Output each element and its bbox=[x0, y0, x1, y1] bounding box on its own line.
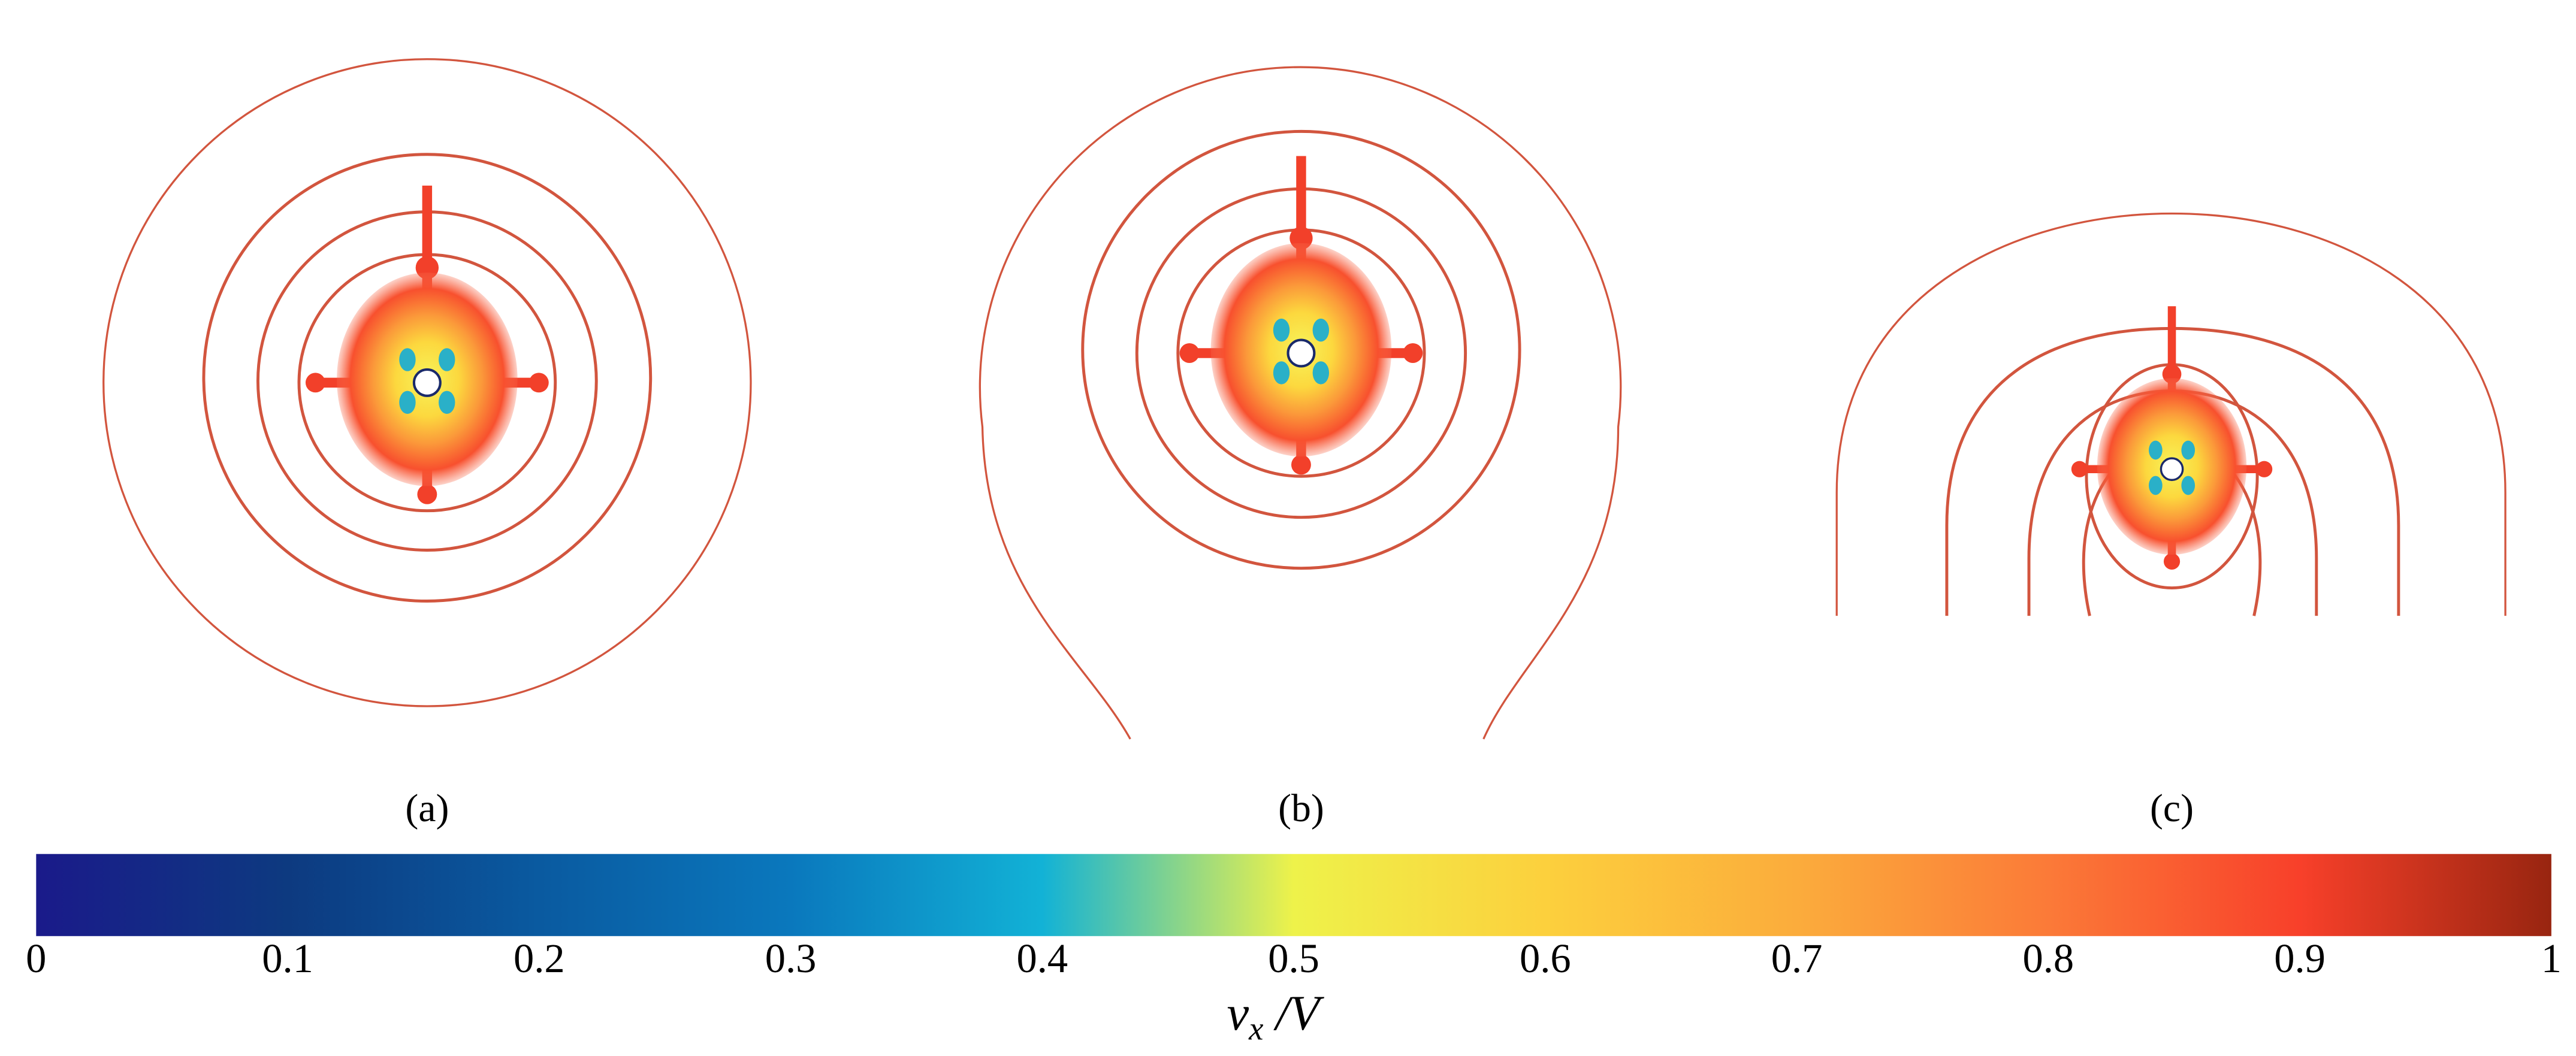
panel-label: (c) bbox=[2150, 786, 2194, 830]
panel-a bbox=[102, 58, 752, 707]
axis-label: vx /V bbox=[1227, 986, 1325, 1046]
panel-label: (a) bbox=[405, 786, 449, 830]
tick-label: 0.2 bbox=[514, 936, 565, 981]
tick-label: 0.1 bbox=[262, 936, 313, 981]
tick-label: 0.7 bbox=[1771, 936, 1823, 981]
axis-label-symbol: v bbox=[1227, 986, 1249, 1040]
panel-b bbox=[979, 66, 1622, 740]
tick-label: 0.3 bbox=[765, 936, 817, 981]
tick-label: 0.9 bbox=[2274, 936, 2326, 981]
axis-label-subscript: x bbox=[1248, 1010, 1263, 1047]
panel-c bbox=[1835, 212, 2506, 616]
tick-label: 1 bbox=[2541, 936, 2562, 981]
panel-label: (b) bbox=[1278, 786, 1324, 830]
tick-label: 0 bbox=[26, 936, 46, 981]
axis-label-rest: /V bbox=[1263, 986, 1324, 1040]
tick-label: 0.6 bbox=[1520, 936, 1571, 981]
tick-label: 0.8 bbox=[2023, 936, 2074, 981]
colorbar bbox=[36, 854, 2551, 936]
tick-label: 0.5 bbox=[1268, 936, 1319, 981]
tick-label: 0.4 bbox=[1017, 936, 1068, 981]
colorbar-ticks: 0 0.1 0.2 0.3 0.4 0.5 0.6 0.7 0.8 0.9 1 bbox=[26, 936, 2562, 981]
